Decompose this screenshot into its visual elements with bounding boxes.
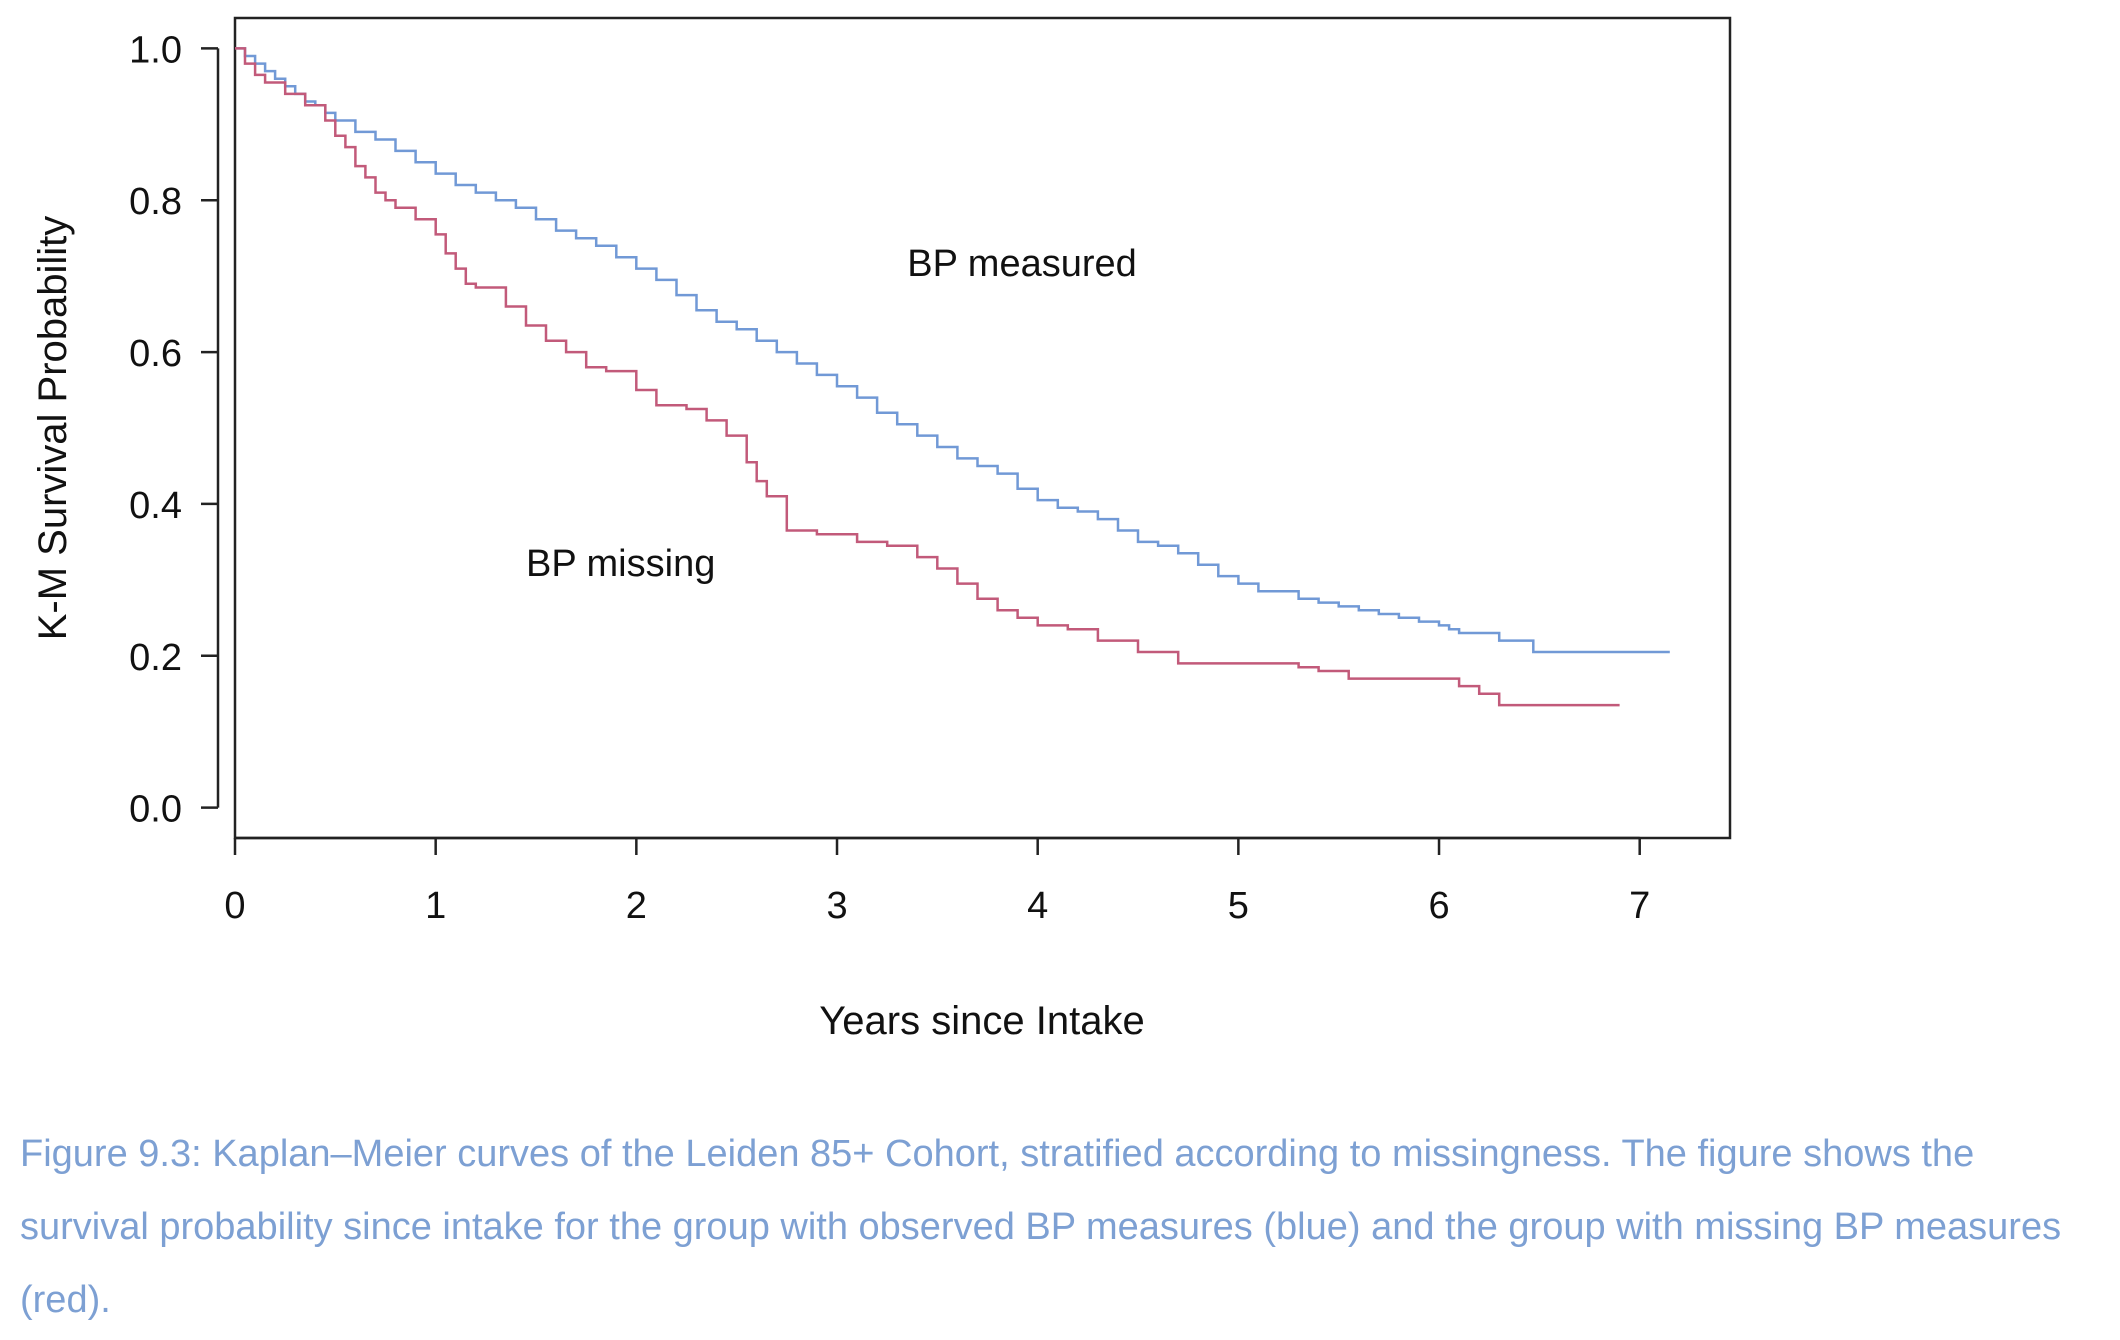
x-tick-label: 4 [1027,885,1048,927]
x-tick-label: 2 [626,885,647,927]
x-tick-label: 1 [425,885,446,927]
y-tick-label: 0.4 [129,485,182,527]
y-tick-label: 1.0 [129,29,182,71]
y-axis-label: K-M Survival Probability [31,216,75,641]
curve-annotation: BP missing [526,543,715,585]
x-axis: 0 1 2 3 4 5 6 7 [224,836,1650,927]
annotation-layer: BP measured BP missing [526,243,1137,585]
curve-annotation: BP measured [907,243,1137,285]
x-axis-label: Years since Intake [819,999,1144,1043]
series-layer [235,47,1670,707]
y-axis: 0.0 0.2 0.4 0.6 0.8 1.0 [129,29,220,831]
y-tick-label: 0.6 [129,333,182,375]
plot-frame [233,16,1732,840]
x-tick-label: 3 [826,885,847,927]
series-line-bp-missing [235,47,1620,707]
x-tick-label: 5 [1228,885,1249,927]
y-tick-label: 0.2 [129,637,182,679]
y-tick-label: 0.8 [129,181,182,223]
series-line-bp-measured [235,47,1670,654]
x-tick-label: 0 [224,885,245,927]
y-tick-label: 0.0 [129,789,182,831]
x-tick-label: 6 [1428,885,1449,927]
x-tick-label: 7 [1629,885,1650,927]
figure-caption: Figure 9.3: Kaplan–Meier curves of the L… [20,1133,2062,1321]
